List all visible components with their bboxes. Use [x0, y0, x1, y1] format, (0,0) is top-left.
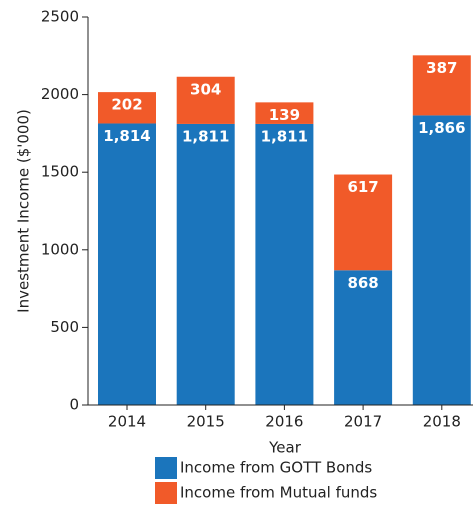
bar-segment: [412, 115, 471, 406]
value-label: 202: [111, 96, 142, 114]
bar-segment: [98, 123, 156, 406]
x-tick-label: 2018: [423, 413, 461, 431]
y-tick-label: 500: [50, 318, 79, 336]
y-tick-label: 1000: [41, 240, 79, 258]
x-tick-label: 2017: [344, 413, 382, 431]
value-label: 617: [347, 178, 378, 196]
y-tick-label: 2000: [41, 85, 79, 103]
x-tick-label: 2016: [265, 413, 303, 431]
legend-label: Income from Mutual funds: [180, 484, 377, 502]
y-tick-label: 1500: [41, 163, 79, 181]
legend-swatch: [155, 482, 177, 504]
value-label: 139: [269, 106, 300, 124]
bar-segment: [176, 123, 235, 405]
legend-label: Income from GOTT Bonds: [180, 459, 372, 477]
x-axis-label: Year: [268, 439, 302, 457]
y-tick-label: 2500: [41, 8, 79, 26]
bar-segment: [334, 174, 393, 271]
bar-segment: [98, 92, 156, 124]
x-tick-label: 2014: [108, 413, 146, 431]
bar-segment: [255, 123, 314, 405]
value-label: 1,811: [261, 127, 308, 145]
value-label: 1,811: [182, 127, 229, 145]
value-label: 1,866: [418, 119, 465, 137]
value-label: 304: [190, 80, 221, 98]
bar-segment: [412, 55, 471, 116]
value-label: 387: [426, 59, 457, 77]
value-label: 868: [347, 274, 378, 292]
value-label: 1,814: [103, 127, 150, 145]
x-tick-label: 2015: [187, 413, 225, 431]
y-tick-label: 0: [69, 396, 79, 414]
legend-swatch: [155, 457, 177, 479]
bar-segment: [176, 76, 235, 124]
bar-segment: [255, 102, 314, 124]
bar-segment: [334, 270, 393, 405]
y-axis-label: Investment Income ($'000): [15, 109, 33, 313]
